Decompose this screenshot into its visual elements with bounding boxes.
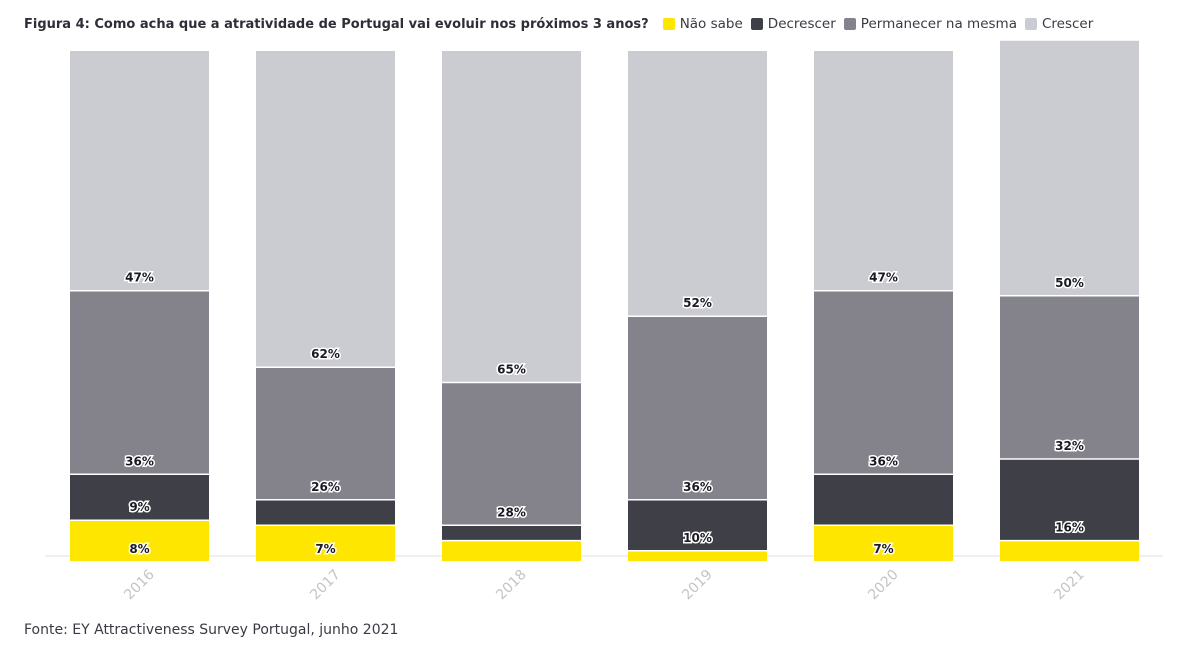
bar-segment-decrescer-2017[interactable] [256, 499, 395, 526]
source-note: Fonte: EY Attractiveness Survey Portugal… [24, 622, 399, 638]
bar-segment-crescer-2018[interactable] [442, 51, 581, 383]
bar-segment-permanecer-2017[interactable] [256, 367, 395, 500]
bar-segment-permanecer-2018[interactable] [442, 382, 581, 526]
bar-segment-nao-sabe-2019[interactable] [628, 550, 767, 561]
legend-item-decrescer[interactable]: Decrescer [750, 16, 836, 32]
bar-segment-nao-sabe-2016[interactable] [70, 520, 209, 561]
bar-segment-permanecer-2020[interactable] [814, 290, 953, 475]
bar-segment-nao-sabe-2017[interactable] [256, 525, 395, 561]
x-tick-label-2016: 2016 [121, 567, 158, 604]
bar-segment-nao-sabe-2021[interactable] [1000, 540, 1139, 561]
data-label-decrescer-2016: 9% [129, 500, 149, 514]
data-label-crescer-2017: 62% [311, 347, 340, 361]
data-label-crescer-2021: 50% [1055, 276, 1084, 290]
bar-segment-nao-sabe-2018[interactable] [442, 540, 581, 561]
data-label-permanecer-2017: 26% [311, 480, 340, 494]
data-label-crescer-2016: 47% [125, 271, 154, 285]
x-tick-label-2019: 2019 [679, 567, 716, 604]
data-label-permanecer-2018: 28% [497, 505, 526, 519]
data-label-permanecer-2020: 36% [869, 454, 898, 468]
bar-segment-decrescer-2021[interactable] [1000, 459, 1139, 541]
chart-header: Figura 4: Como acha que a atratividade d… [24, 14, 1101, 34]
legend-label-decrescer: Decrescer [767, 16, 836, 32]
data-label-crescer-2018: 65% [497, 363, 526, 377]
chart-legend: Não sabe Decrescer Permanecer na mesma C… [662, 16, 1102, 32]
bar-segment-decrescer-2019[interactable] [628, 499, 767, 551]
legend-label-permanecer: Permanecer na mesma [860, 16, 1017, 32]
legend-item-permanecer[interactable]: Permanecer na mesma [843, 16, 1017, 32]
bar-segment-crescer-2016[interactable] [70, 51, 209, 291]
bar-segment-permanecer-2016[interactable] [70, 290, 209, 475]
legend-label-crescer: Crescer [1041, 16, 1094, 32]
data-label-permanecer-2016: 36% [125, 454, 154, 468]
data-label-crescer-2019: 52% [683, 296, 712, 310]
data-label-nao-sabe-2020: 7% [873, 542, 893, 556]
bar-segment-decrescer-2020[interactable] [814, 474, 953, 526]
data-label-nao-sabe-2016: 8% [129, 542, 149, 556]
legend-label-nao-sabe: Não sabe [679, 16, 743, 32]
bar-segment-permanecer-2021[interactable] [1000, 295, 1139, 459]
x-tick-label-2017: 2017 [307, 567, 344, 604]
data-label-decrescer-2019: 10% [683, 531, 712, 545]
bar-segment-crescer-2021[interactable] [1000, 40, 1139, 296]
legend-swatch-nao-sabe [662, 18, 675, 30]
chart-title: Figura 4: Como acha que a atratividade d… [24, 16, 649, 32]
data-label-crescer-2020: 47% [869, 271, 898, 285]
bar-segment-nao-sabe-2020[interactable] [814, 525, 953, 561]
x-tick-label-2021: 2021 [1051, 567, 1088, 604]
bar-segment-crescer-2020[interactable] [814, 51, 953, 291]
data-label-nao-sabe-2017: 7% [315, 542, 335, 556]
legend-swatch-permanecer [843, 18, 856, 30]
legend-item-nao-sabe[interactable]: Não sabe [662, 16, 743, 32]
data-label-permanecer-2021: 32% [1055, 439, 1084, 453]
legend-item-crescer[interactable]: Crescer [1024, 16, 1094, 32]
x-tick-label-2018: 2018 [493, 567, 530, 604]
stacked-bar-chart: 8% 9% 36% 47% 2016 7% 26% 62% 2017 28% 65% 2018 10% 3… [45, 40, 1163, 604]
bar-segment-crescer-2017[interactable] [256, 51, 395, 368]
x-tick-label-2020: 2020 [865, 567, 902, 604]
legend-swatch-decrescer [750, 18, 763, 30]
data-label-permanecer-2019: 36% [683, 480, 712, 494]
bar-segment-permanecer-2019[interactable] [628, 316, 767, 500]
bar-segment-decrescer-2018[interactable] [442, 525, 581, 541]
legend-swatch-crescer [1024, 18, 1037, 30]
data-label-decrescer-2021: 16% [1055, 521, 1084, 535]
bar-segment-decrescer-2016[interactable] [70, 474, 209, 521]
bar-segment-crescer-2019[interactable] [628, 51, 767, 317]
